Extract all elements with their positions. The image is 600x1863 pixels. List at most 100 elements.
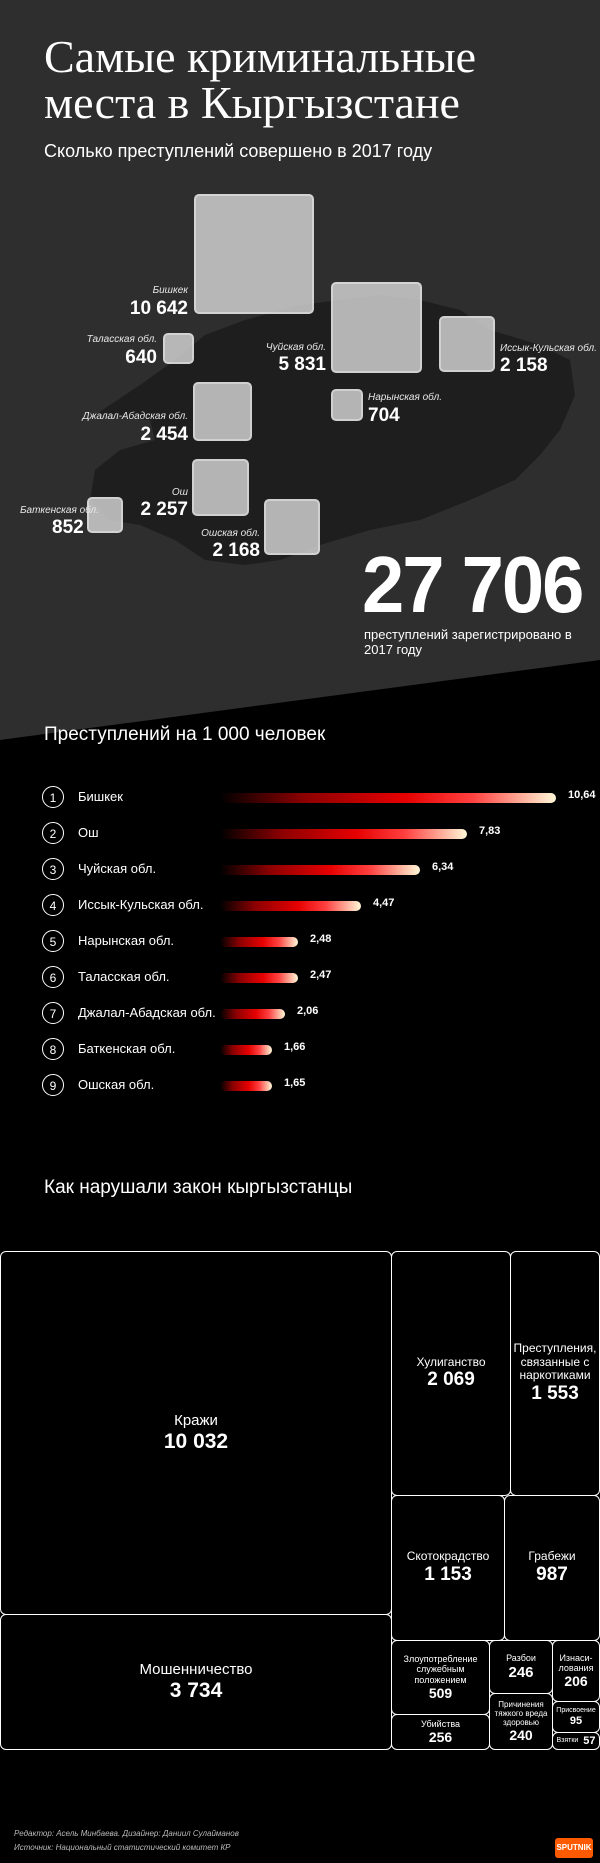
region-square-bishkek	[194, 194, 314, 314]
treemap-value-rape: 206	[564, 1673, 588, 1690]
treemap-label-hooliganism: Хулиганство	[416, 1354, 486, 1369]
treemap-value-fraud: 3 734	[169, 1678, 223, 1702]
rate-region-name: Ош	[78, 825, 99, 840]
rate-value: 4,47	[373, 897, 395, 909]
region-value-naryn: 704	[368, 405, 400, 426]
rate-value: 1,65	[284, 1077, 306, 1089]
region-value-talas: 640	[125, 347, 157, 368]
region-value-issyk-kul: 2 158	[500, 355, 548, 376]
region-square-osh-oblast	[264, 499, 320, 555]
treemap-value-cattle-theft: 1 153	[424, 1563, 472, 1585]
treemap-cell-bribery: Взятки 57	[552, 1732, 600, 1750]
rank-number: 5	[42, 930, 64, 952]
rate-region-name: Чуйская обл.	[78, 861, 157, 876]
treemap-label-cattle-theft: Скотокрадство	[406, 1549, 490, 1564]
region-value-jalal-abad: 2 454	[140, 424, 188, 445]
hero-section: Самые криминальные места в Кыргызстане С…	[0, 0, 600, 740]
region-value-bishkek: 10 642	[129, 298, 188, 319]
treemap-label-drugs: Преступления, связанные с наркотиками	[513, 1340, 597, 1383]
region-square-jalal-abad	[193, 382, 252, 441]
sputnik-logo: SPUTNIK	[555, 1838, 593, 1858]
treemap-cell-hooliganism: Хулиганство 2 069	[391, 1251, 511, 1496]
region-label-bishkek: Бишкек	[152, 285, 188, 296]
rank-number: 1	[42, 786, 64, 808]
treemap-cell-grievous-harm: Причинения тяжкого вреда здоровью 240	[489, 1693, 553, 1750]
map-subtitle: Сколько преступлений совершено в 2017 го…	[44, 141, 433, 161]
region-value-chui: 5 831	[278, 354, 326, 375]
treemap-label-theft: Кражи	[174, 1412, 218, 1430]
treemap-label-fraud: Мошенничество	[139, 1661, 253, 1679]
rate-bar	[220, 1009, 285, 1019]
rate-bar	[220, 901, 361, 911]
treemap-value-abuse-of-office: 509	[428, 1685, 453, 1702]
rate-row: 9 Ошская обл. 1,65	[40, 1073, 580, 1099]
rate-value: 1,66	[284, 1041, 306, 1053]
region-value-osh-city: 2 257	[140, 499, 188, 520]
rate-bar	[220, 829, 467, 839]
rate-region-name: Ошская обл.	[78, 1077, 155, 1092]
rate-row: 5 Нарынская обл. 2,48	[40, 929, 580, 955]
treemap-value-murder: 256	[428, 1729, 453, 1746]
rank-number: 4	[42, 894, 64, 916]
region-square-talas	[163, 333, 194, 364]
treemap-cell-robbery: Грабежи 987	[504, 1495, 600, 1641]
region-label-osh-city: Ош	[171, 487, 188, 498]
rate-value: 10,64	[568, 789, 596, 801]
treemap-cell-armed-robbery: Разбои 246	[489, 1640, 553, 1694]
rate-region-name: Баткенская обл.	[78, 1041, 176, 1056]
rate-row: 4 Иссык-Кульская обл. 4,47	[40, 893, 580, 919]
rate-region-name: Джалал-Абадская обл.	[78, 1005, 216, 1020]
rate-bar	[220, 937, 298, 947]
rate-row: 8 Баткенская обл. 1,66	[40, 1037, 580, 1063]
rank-number: 6	[42, 966, 64, 988]
rank-number: 8	[42, 1038, 64, 1060]
rate-value: 2,47	[310, 969, 332, 981]
rate-bar	[220, 793, 556, 803]
region-label-naryn: Нарынская обл.	[368, 392, 442, 403]
region-label-jalal-abad: Джалал-Абадская обл.	[82, 411, 189, 422]
region-label-osh-oblast: Ошская обл.	[201, 528, 260, 539]
treemap-value-robbery: 987	[536, 1563, 568, 1585]
treemap-cell-theft: Кражи 10 032	[0, 1251, 392, 1615]
treemap-value-theft: 10 032	[163, 1429, 229, 1453]
treemap-label-abuse-of-office: Злоупотребление служебным положением	[403, 1653, 478, 1685]
region-square-naryn	[331, 389, 363, 421]
treemap-cell-drugs: Преступления, связанные с наркотиками 1 …	[510, 1251, 600, 1496]
region-value-osh-oblast: 2 168	[212, 540, 260, 561]
treemap-label-rape: Изнаси-лования	[558, 1652, 594, 1673]
rate-value: 2,06	[297, 1005, 319, 1017]
region-square-osh-city	[192, 459, 249, 516]
rate-row: 6 Таласская обл. 2,47	[40, 965, 580, 991]
treemap-value-hooliganism: 2 069	[427, 1369, 475, 1391]
treemap-section-title: Как нарушали закон кыргызстанцы	[44, 1177, 353, 1198]
rate-bar	[220, 1081, 272, 1091]
treemap-cell-fraud: Мошенничество 3 734	[0, 1614, 392, 1750]
treemap-value-embezzlement: 95	[569, 1715, 583, 1728]
treemap-cell-rape: Изнаси-лования 206	[552, 1640, 600, 1702]
rate-section-title: Преступлений на 1 000 человек	[44, 724, 326, 745]
region-square-chui	[331, 282, 422, 373]
rank-number: 2	[42, 822, 64, 844]
region-label-issyk-kul: Иссык-Кульская обл.	[500, 343, 597, 354]
rate-value: 7,83	[479, 825, 501, 837]
treemap-label-embezzlement: Присвоение	[556, 1706, 596, 1714]
rate-bar	[220, 973, 298, 983]
treemap-value-armed-robbery: 246	[508, 1663, 534, 1681]
treemap-cell-embezzlement: Присвоение 95	[552, 1701, 600, 1733]
rate-bar	[220, 865, 420, 875]
rate-region-name: Бишкек	[78, 789, 123, 804]
rank-number: 3	[42, 858, 64, 880]
rate-row: 2 Ош 7,83	[40, 821, 580, 847]
region-square-issyk-kul	[439, 316, 495, 372]
rate-region-name: Таласская обл.	[78, 969, 170, 984]
treemap-label-murder: Убийства	[420, 1718, 461, 1729]
total-crimes-value: 27 706	[362, 540, 584, 631]
rate-bar	[220, 1045, 272, 1055]
rate-region-name: Нарынская обл.	[78, 933, 175, 948]
treemap-value-bribery: 57	[583, 1735, 596, 1747]
footer-credits: Редактор: Асель Минбаева. Дизайнер: Дани…	[14, 1829, 239, 1838]
region-value-batken: 852	[52, 517, 84, 538]
treemap-cell-abuse-of-office: Злоупотребление служебным положением 509	[391, 1640, 490, 1715]
treemap-label-armed-robbery: Разбои	[506, 1653, 536, 1664]
region-label-talas: Таласская обл.	[86, 334, 157, 345]
